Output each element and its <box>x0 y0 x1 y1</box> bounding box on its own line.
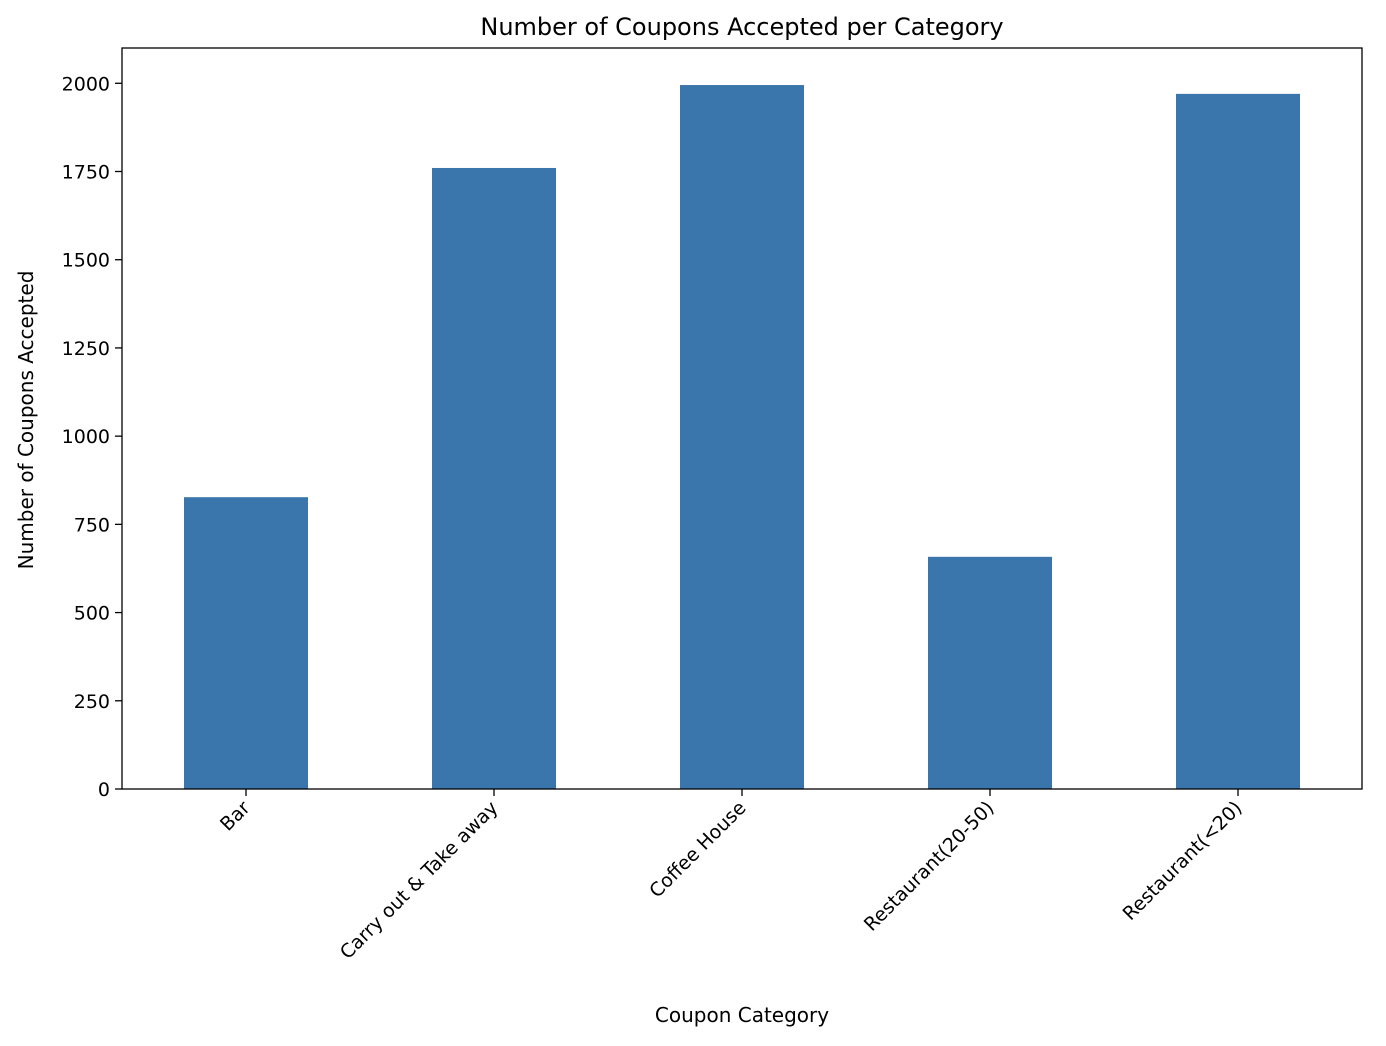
bar-4 <box>1176 93 1300 789</box>
x-tick-label: Coffee House <box>645 797 750 902</box>
x-tick-label: Carry out & Take away <box>336 797 503 964</box>
bar-0 <box>184 497 308 789</box>
y-tick-label: 1000 <box>62 426 110 448</box>
x-tick-label: Restaurant(20-50) <box>860 797 999 936</box>
y-tick-label: 250 <box>74 691 110 713</box>
bar-1 <box>432 167 556 789</box>
y-axis-label: Number of Coupons Accepted <box>14 271 38 570</box>
x-tick-label: Restaurant(<20) <box>1119 797 1247 925</box>
y-tick-label: 500 <box>74 603 110 625</box>
y-tick-label: 1500 <box>62 250 110 272</box>
bar-2 <box>680 85 804 790</box>
plot-area: 0 250 500 750 1000 1250 1500 1750 2000 Bar Carry o… <box>62 47 1363 964</box>
x-tick-label: Bar <box>216 797 255 836</box>
bar-3 <box>928 556 1052 789</box>
y-tick-label: 1750 <box>62 162 110 184</box>
y-tick-label: 0 <box>98 779 110 801</box>
y-tick-label: 750 <box>74 514 110 536</box>
chart-title: Number of Coupons Accepted per Category <box>480 13 1003 41</box>
y-tick-label: 1250 <box>62 338 110 360</box>
y-tick-label: 2000 <box>62 73 110 95</box>
x-axis-label: Coupon Category <box>655 1003 829 1027</box>
